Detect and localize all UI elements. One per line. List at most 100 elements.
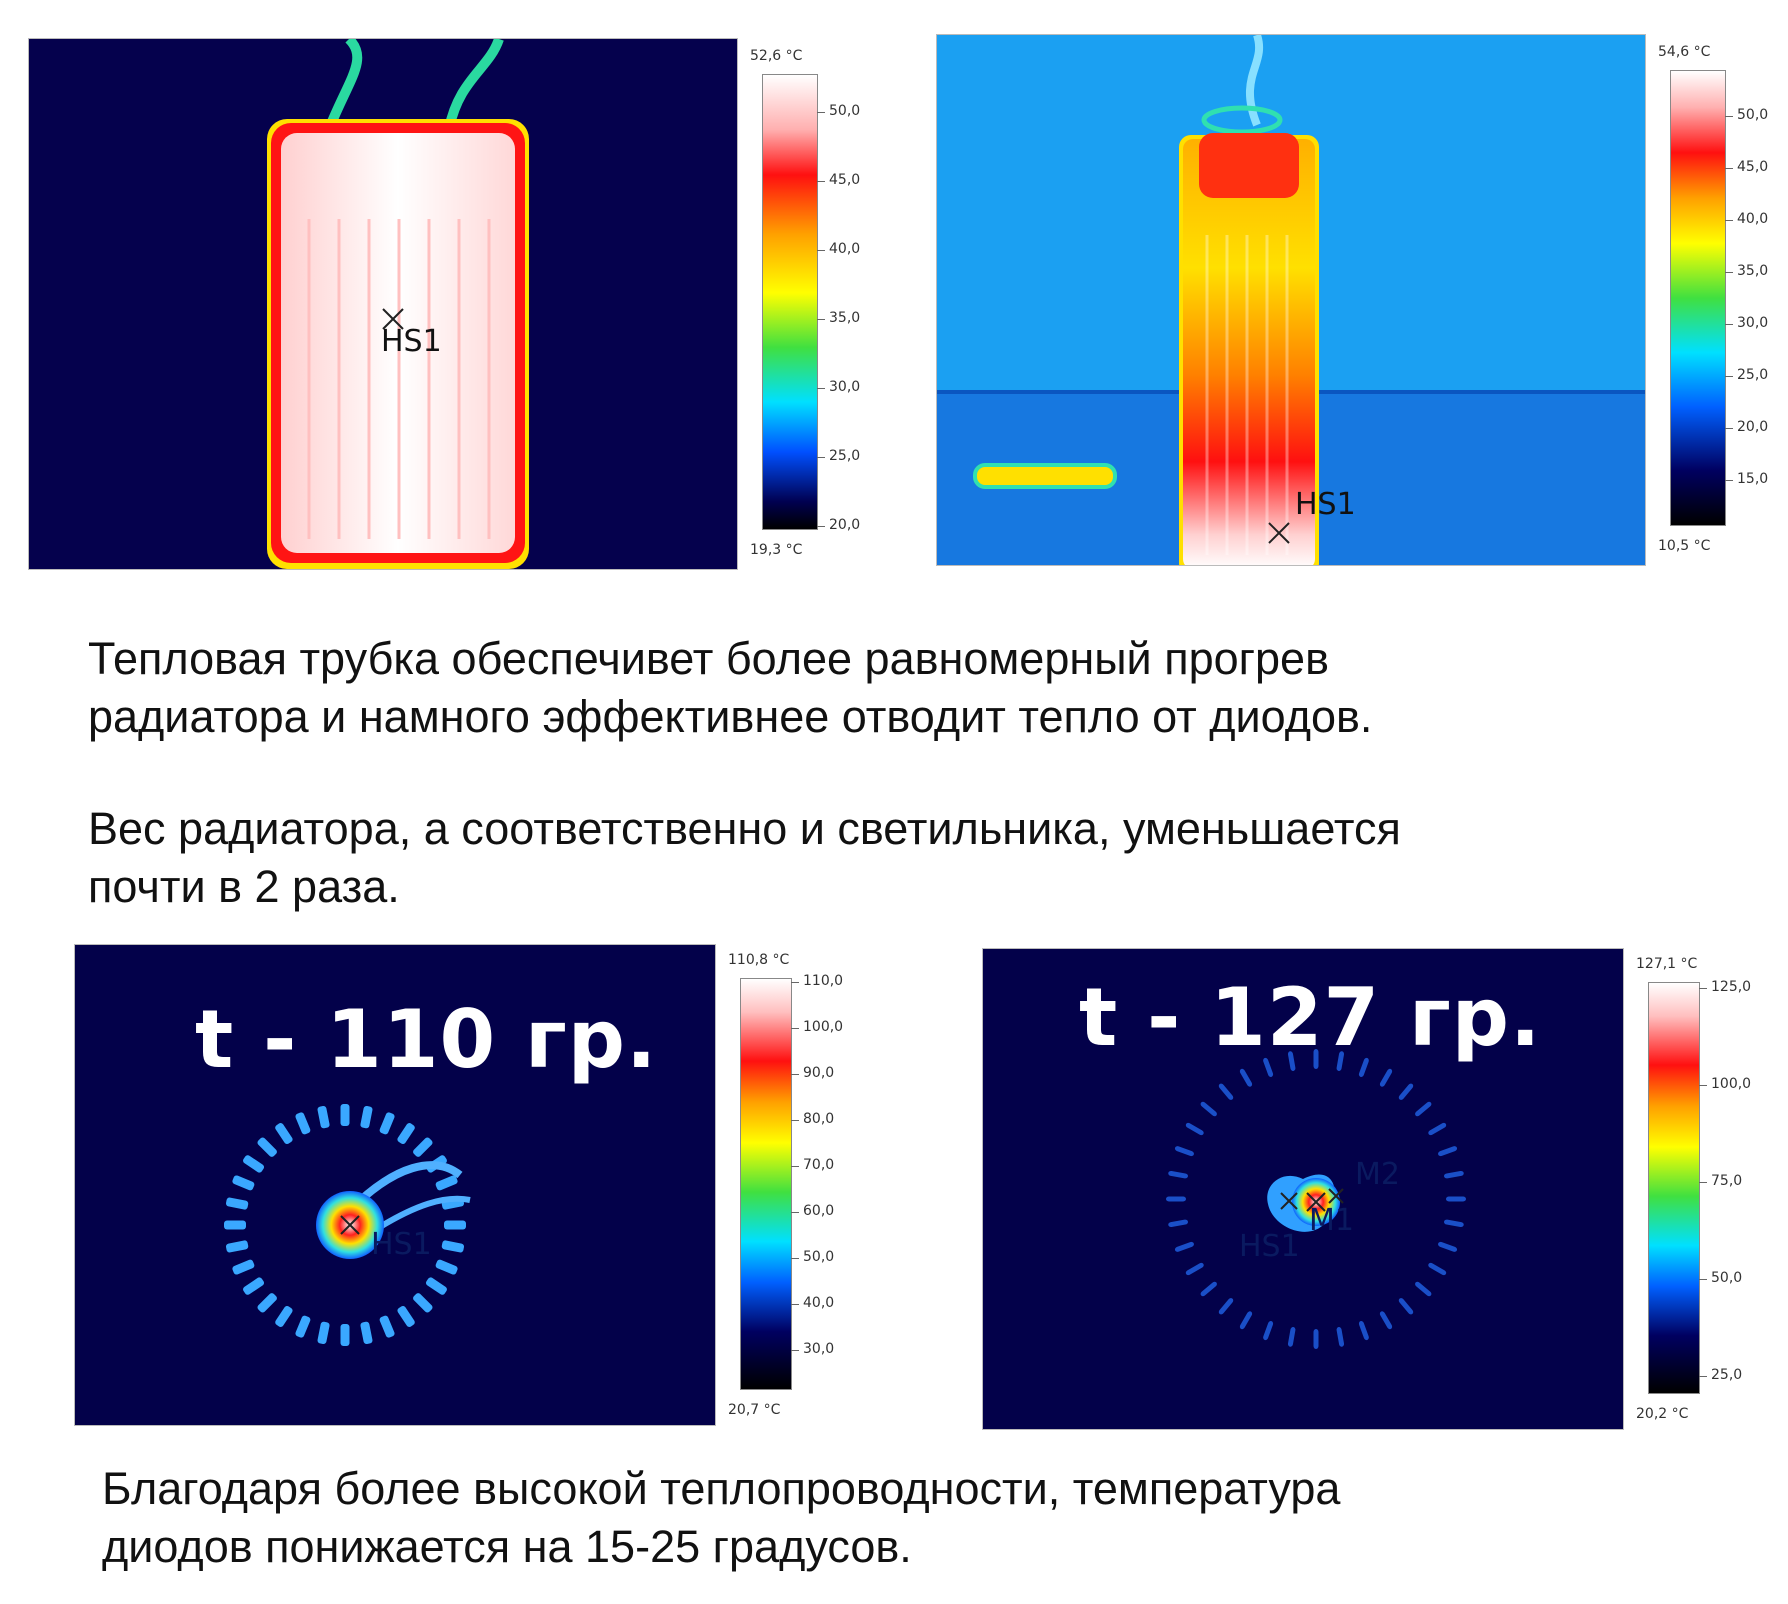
scale-tick-mark xyxy=(791,1120,799,1121)
marker-m2: M2 xyxy=(1355,1157,1400,1192)
color-scale-bottom-left: 110,8 °C 110,0 100,0 90,0 80,0 70,0 60,0 50,0 4… xyxy=(722,952,852,1432)
thermogram-top-right: HS1 xyxy=(936,34,1646,566)
scale-max: 54,6 °C xyxy=(1658,44,1711,60)
scale-tick-mark xyxy=(1725,376,1733,377)
radiator-fin xyxy=(1218,1083,1234,1100)
radiator-fin xyxy=(1415,1101,1432,1117)
radiator-fin xyxy=(1239,1311,1253,1330)
radiator-fin xyxy=(1438,1241,1458,1252)
radiator-fin xyxy=(224,1220,246,1230)
scale-tick-label: 30,0 xyxy=(829,379,861,395)
scale-tick-label: 110,0 xyxy=(803,973,844,989)
scale-tick-label: 20,0 xyxy=(829,517,861,533)
scale-min: 20,7 °C xyxy=(728,1402,781,1418)
scale-tick-label: 30,0 xyxy=(803,1341,835,1357)
scale-tick-mark xyxy=(791,1166,799,1167)
scale-tick-label: 40,0 xyxy=(1737,211,1769,227)
marker-m1: M1 xyxy=(1309,1203,1354,1238)
color-scale-bottom-right: 127,1 °C 125,0 100,0 75,0 50,0 25,0 20,2 °C xyxy=(1630,956,1770,1436)
scale-tick-label: 20,0 xyxy=(1737,419,1769,435)
scale-tick-mark xyxy=(1699,988,1707,989)
scale-tick-label: 15,0 xyxy=(1737,471,1769,487)
scale-bar xyxy=(1648,982,1700,1394)
scale-tick-mark xyxy=(1725,168,1733,169)
radiator-fin xyxy=(379,1112,395,1135)
radiator-fin xyxy=(1313,1049,1319,1069)
temperature-label: t - 127 гр. xyxy=(1079,971,1542,1064)
thermogram-top-left: HS1 xyxy=(28,38,738,570)
scale-tick-mark xyxy=(791,1258,799,1259)
radiator-fin xyxy=(397,1123,415,1145)
caption-thermal-conductivity: Благодаря более высокой теплопроводности… xyxy=(102,1460,1340,1576)
radiator-fin xyxy=(1398,1083,1414,1100)
radiator-fin xyxy=(295,1315,311,1338)
scale-max: 52,6 °C xyxy=(750,48,803,64)
scale-tick-label: 75,0 xyxy=(1711,1173,1743,1189)
radiator-fin xyxy=(1168,1219,1189,1228)
radiator-fin xyxy=(1174,1241,1194,1252)
scale-tick-label: 25,0 xyxy=(1737,367,1769,383)
scale-bar xyxy=(762,74,818,530)
radiator-fin xyxy=(232,1175,255,1191)
radiator-fin xyxy=(1358,1057,1369,1077)
scale-min: 20,2 °C xyxy=(1636,1406,1689,1422)
scale-tick-mark xyxy=(1699,1085,1707,1086)
scale-tick-mark xyxy=(817,457,825,458)
scale-tick-mark xyxy=(791,1304,799,1305)
radiator-fin xyxy=(225,1197,249,1210)
scale-tick-mark xyxy=(817,181,825,182)
scale-max: 127,1 °C xyxy=(1636,956,1698,972)
color-scale-top-left: 52,6 °C 50,0 45,0 40,0 35,0 30,0 25,0 20,0 19,… xyxy=(744,48,874,568)
radiator-fin xyxy=(1185,1262,1204,1276)
marker-hs1: HS1 xyxy=(1239,1229,1300,1264)
scale-tick-label: 25,0 xyxy=(1711,1367,1743,1383)
radiator-fin xyxy=(435,1259,458,1275)
radiator-fin xyxy=(1168,1170,1189,1179)
radiator-fin xyxy=(275,1123,293,1145)
radiator-fin xyxy=(317,1321,330,1345)
radiator-fin xyxy=(413,1137,433,1157)
scale-tick-mark xyxy=(1725,272,1733,273)
scale-tick-mark xyxy=(791,982,799,983)
radiator-fin xyxy=(1358,1321,1369,1341)
radiator-fin xyxy=(1287,1051,1296,1072)
thermogram-top-left-image xyxy=(267,39,529,569)
scale-tick-mark xyxy=(1725,480,1733,481)
scale-min: 10,5 °C xyxy=(1658,538,1711,554)
thermogram-bottom-right: t - 127 гр. M2 M1 HS1 xyxy=(982,948,1624,1430)
scale-tick-label: 60,0 xyxy=(803,1203,835,1219)
scale-tick-label: 70,0 xyxy=(803,1157,835,1173)
scale-tick-mark xyxy=(1699,1182,1707,1183)
radiator-fin xyxy=(1200,1101,1217,1117)
scale-tick-mark xyxy=(817,112,825,113)
marker-hs1: HS1 xyxy=(1295,487,1356,522)
radiator-fin xyxy=(243,1155,265,1173)
radiator-fin xyxy=(1336,1326,1345,1347)
radiator-fin xyxy=(1185,1122,1204,1136)
scale-tick-label: 40,0 xyxy=(803,1295,835,1311)
scale-tick-label: 25,0 xyxy=(829,448,861,464)
radiator-fin xyxy=(1263,1057,1274,1077)
radiator-fin xyxy=(1415,1281,1432,1297)
radiator-fin xyxy=(1313,1329,1319,1349)
scale-tick-label: 40,0 xyxy=(829,241,861,257)
caption-line: Тепловая трубка обеспечивет более равном… xyxy=(88,633,1329,684)
scale-tick-mark xyxy=(1699,1376,1707,1377)
scale-tick-mark xyxy=(791,1028,799,1029)
scale-tick-label: 90,0 xyxy=(803,1065,835,1081)
radiator-fin xyxy=(425,1277,447,1295)
radiator-fin xyxy=(1428,1122,1447,1136)
radiator-fin xyxy=(340,1324,350,1346)
color-scale-top-right: 54,6 °C 50,0 45,0 40,0 35,0 30,0 25,0 20,0 15,0… xyxy=(1652,44,1788,564)
caption-line: Вес радиатора, а соответственно и светил… xyxy=(88,803,1401,854)
thermogram-bottom-right-image xyxy=(1166,1049,1466,1349)
caption-line: радиатора и намного эффективнее отводит … xyxy=(88,691,1373,742)
radiator-fin xyxy=(340,1104,350,1126)
scale-tick-mark xyxy=(791,1212,799,1213)
scale-tick-mark xyxy=(817,526,825,527)
radiator-fin xyxy=(1438,1146,1458,1157)
radiator-fin xyxy=(1443,1170,1464,1179)
scale-bar xyxy=(740,978,792,1390)
scale-tick-mark xyxy=(791,1074,799,1075)
radiator-fin xyxy=(360,1105,373,1129)
